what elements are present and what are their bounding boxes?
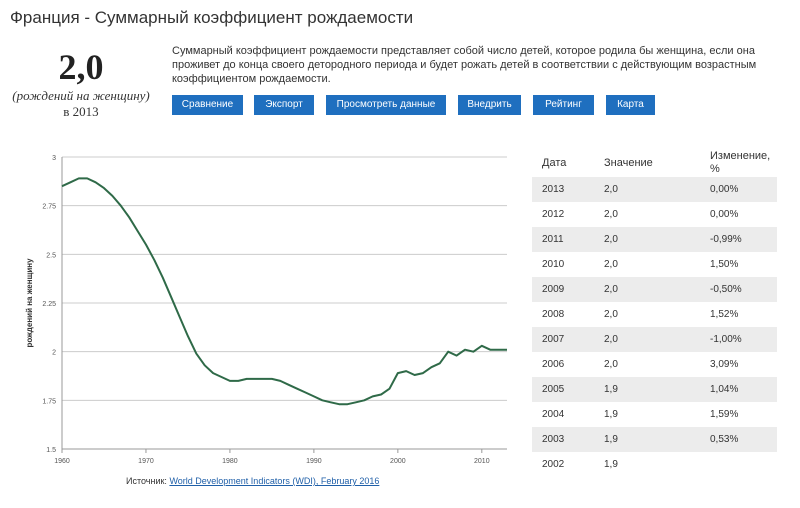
row-date: 2002 [542,459,565,470]
row-date: 2005 [542,384,565,395]
row-value: 2,0 [604,259,618,270]
row-change: -1,00% [710,334,742,345]
row-value: 2,0 [604,334,618,345]
latest-value-year: в 2013 [63,104,99,119]
row-value: 1,9 [604,384,618,395]
source-label: Источник: [126,476,167,486]
map-button[interactable]: Карта [606,95,655,115]
row-change: -0,99% [710,234,742,245]
header-change: Изменение, % [710,150,771,175]
row-date: 2013 [542,184,565,195]
header-value: Значение [604,157,653,169]
row-change: -0,50% [710,284,742,295]
export-button[interactable]: Экспорт [254,95,314,115]
row-value: 2,0 [604,234,618,245]
latest-value: 2,0 [58,47,104,87]
data-table: Дата Значение Изменение, % 2013 2,0 0,00% 2… [532,150,777,477]
indicator-description: Суммарный коэффициент рождаемости предст… [172,45,757,85]
ranking-button[interactable]: Рейтинг [533,95,594,115]
row-value: 2,0 [604,284,618,295]
row-value: 1,9 [604,434,618,445]
row-value: 1,9 [604,459,618,470]
row-change: 1,50% [710,259,739,270]
row-change: 0,00% [710,184,739,195]
row-change: 1,52% [710,309,739,320]
page-title: Франция - Суммарный коэффициент рождаемо… [10,8,414,27]
latest-value-box: 2,0 (рождений на женщину) в 2013 [6,48,156,120]
table-row: 2006 2,0 3,09% [532,352,777,377]
table-row: 2012 2,0 0,00% [532,202,777,227]
table-row: 2008 2,0 1,52% [532,302,777,327]
x-tick-label: 1960 [54,458,70,465]
row-date: 2008 [542,309,565,320]
row-change: 1,59% [710,409,739,420]
chart-svg: 1.5 1.75 2 2.25 2.5 2.75 3 1960 1970 1980 1990 2000… [25,155,507,465]
table-row: 2010 2,0 1,50% [532,252,777,277]
row-date: 2009 [542,284,565,295]
row-value: 1,9 [604,409,618,420]
row-date: 2011 [542,234,564,245]
table-row: 2007 2,0 -1,00% [532,327,777,352]
row-date: 2012 [542,209,565,220]
table-row: 2011 2,0 -0,99% [532,227,777,252]
table-row: 2009 2,0 -0,50% [532,277,777,302]
row-change: 0,53% [710,434,739,445]
table-row: 2002 1,9 [532,452,777,477]
row-value: 2,0 [604,309,618,320]
row-change: 3,09% [710,359,739,370]
y-tick-label: 2.5 [46,252,56,259]
y-tick-label: 2.25 [42,301,56,308]
row-value: 2,0 [604,359,618,370]
series-line [61,177,507,406]
y-tick-label: 1.75 [42,398,56,405]
latest-value-unit: (рождений на женщину) [12,88,150,103]
row-date: 2010 [542,259,565,270]
row-change: 1,04% [710,384,739,395]
table-row: 2013 2,0 0,00% [532,177,777,202]
table-header: Дата Значение Изменение, % [532,150,777,177]
x-tick-label: 1980 [222,458,238,465]
y-axis-label: рождений на женщину [25,258,34,348]
row-change: 0,00% [710,209,739,220]
source-link[interactable]: World Development Indicators (WDI), Febr… [169,476,380,486]
y-tick-label: 2.75 [42,204,56,211]
x-tick-label: 2000 [390,458,406,465]
table-body: 2013 2,0 0,00% 2012 2,0 0,00% 2011 2,0 -0,99% 201… [532,177,777,477]
x-tick-label: 1970 [138,458,154,465]
y-tick-label: 3 [52,155,56,162]
table-row: 2004 1,9 1,59% [532,402,777,427]
row-date: 2003 [542,434,565,445]
header-date: Дата [542,157,567,169]
table-row: 2003 1,9 0,53% [532,427,777,452]
embed-button[interactable]: Внедрить [458,95,521,115]
row-date: 2004 [542,409,565,420]
y-tick-label: 2 [52,350,56,357]
row-date: 2006 [542,359,565,370]
y-tick-label: 1.5 [46,447,56,454]
row-value: 2,0 [604,184,618,195]
view-data-button[interactable]: Просмотреть данные [326,95,446,115]
table-row: 2005 1,9 1,04% [532,377,777,402]
x-tick-label: 2010 [474,458,490,465]
row-value: 2,0 [604,209,618,220]
line-chart: 1.5 1.75 2 2.25 2.5 2.75 3 1960 1970 1980 1990 2000… [0,140,520,480]
compare-button[interactable]: Сравнение [172,95,243,115]
x-tick-label: 1990 [306,458,322,465]
row-date: 2007 [542,334,565,345]
source-note: Источник: World Development Indicators (… [126,476,379,486]
